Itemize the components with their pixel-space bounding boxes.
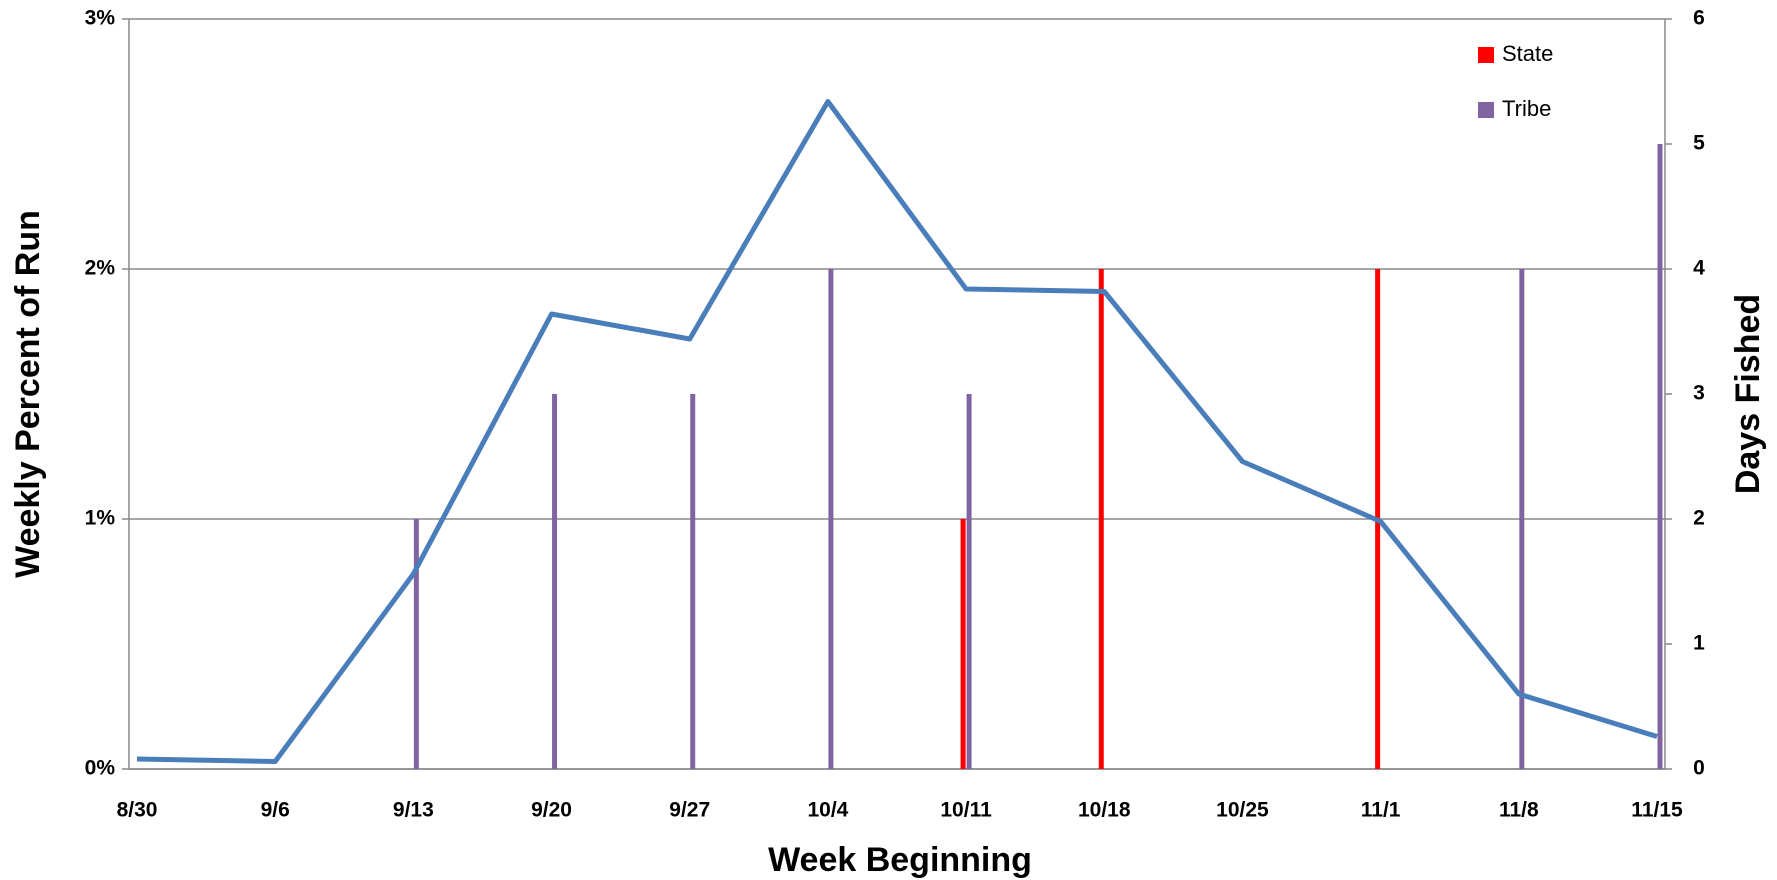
bar [1657, 144, 1663, 769]
legend-swatch [1478, 102, 1494, 118]
y-tick-label: 2% [85, 257, 116, 280]
y-tick-label: 1% [85, 507, 116, 530]
x-tick-label: 10/4 [807, 799, 848, 822]
y-axis-title: Weekly Percent of Run [9, 210, 47, 578]
bar [966, 394, 972, 769]
legend-swatch [1478, 47, 1494, 63]
bar [413, 519, 419, 769]
x-tick-label: 9/6 [261, 799, 290, 822]
bar [552, 394, 558, 769]
x-tick-label: 11/8 [1499, 799, 1539, 822]
y2-tick-label: 5 [1693, 132, 1705, 155]
x-tick-label: 9/13 [393, 799, 434, 822]
bar [1519, 269, 1525, 769]
x-tick-label: 10/18 [1078, 799, 1131, 822]
y-tick-label: 0% [85, 757, 116, 780]
line [136, 99, 1658, 764]
y-tick-label: 3% [85, 7, 116, 30]
x-tick-label: 11/15 [1631, 799, 1683, 822]
x-tick-label: 9/20 [531, 799, 572, 822]
bar [828, 269, 834, 769]
legend-text: Tribe [1502, 96, 1551, 121]
x-tick-label: 10/11 [940, 799, 992, 822]
y2-tick-label: 1 [1693, 632, 1705, 655]
legend-text: State [1502, 41, 1553, 66]
y2-tick-label: 3 [1693, 382, 1705, 405]
x-tick-label: 9/27 [669, 799, 710, 822]
bar [690, 394, 696, 769]
y2-axis-title: Days Fished [1729, 294, 1767, 494]
x-tick-label: 11/1 [1361, 799, 1401, 822]
bar [1098, 269, 1104, 769]
y2-tick-label: 0 [1693, 757, 1705, 780]
x-tick-label: 8/30 [117, 799, 158, 822]
y2-tick-label: 2 [1693, 507, 1705, 530]
y2-tick-label: 4 [1693, 257, 1705, 280]
x-axis-title: Week Beginning [768, 841, 1032, 879]
y2-tick-label: 6 [1693, 7, 1705, 30]
x-tick-label: 10/25 [1216, 799, 1269, 822]
bar [960, 519, 966, 769]
